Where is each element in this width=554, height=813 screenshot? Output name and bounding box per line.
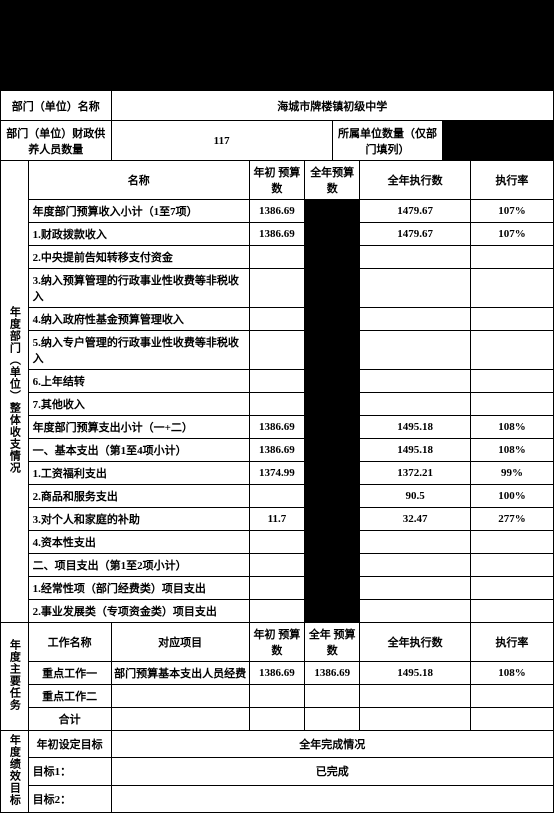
black-row (1, 61, 554, 73)
col-name: 名称 (28, 161, 249, 200)
sub-units-label: 所属单位数量（仅部门填列） (332, 121, 443, 161)
sub-units-value (443, 121, 554, 161)
side-goals: 年度绩效目标 (1, 731, 29, 813)
dept-name-value: 海城市牌楼镇初级中学 (111, 91, 553, 121)
row-name: 年度部门预算收入小计（1至7项） (28, 200, 249, 223)
staff-value: 117 (111, 121, 332, 161)
col-budget: 全年预算数 (305, 161, 360, 200)
col-exec: 全年执行数 (360, 161, 471, 200)
staff-label: 部门（单位）财政供养人员数量 (1, 121, 112, 161)
top-black-header (1, 1, 554, 61)
dept-name-label: 部门（单位）名称 (1, 91, 112, 121)
side-label-1: 年度部门（单位）整体收支情况 (1, 161, 29, 623)
side-tasks: 年度主要任务 (1, 623, 29, 731)
col-init: 年初 预算数 (249, 161, 304, 200)
col-rate: 执行率 (470, 161, 553, 200)
